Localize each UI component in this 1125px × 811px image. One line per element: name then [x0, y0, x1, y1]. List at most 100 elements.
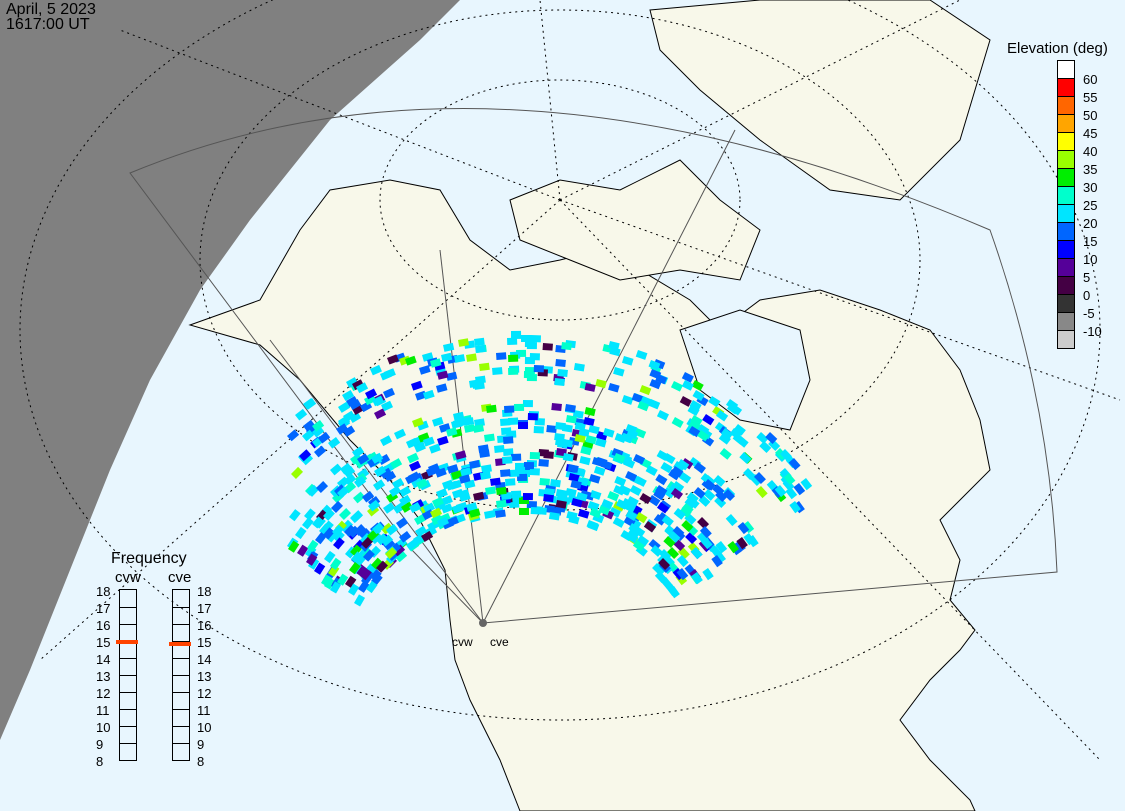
- echo-cell: [743, 467, 756, 481]
- land-greenland: [649, 0, 991, 201]
- echo-cell: [643, 521, 657, 533]
- echo-cell: [447, 516, 459, 527]
- echo-cell: [349, 399, 362, 411]
- radar-site-marker: [479, 619, 487, 627]
- echo-cell: [490, 477, 501, 486]
- echo-cell: [314, 532, 327, 545]
- echo-cell: [713, 474, 726, 487]
- echo-cell: [693, 487, 706, 499]
- echo-cell: [656, 502, 670, 514]
- echo-cell: [673, 460, 686, 473]
- echo-cell: [418, 365, 431, 375]
- colorbar-label: 15: [1083, 234, 1098, 249]
- echo-cell: [291, 466, 304, 479]
- echo-cell: [574, 434, 586, 443]
- echo-cell: [667, 547, 680, 560]
- echo-cell: [514, 403, 525, 411]
- echo-cell: [458, 338, 470, 347]
- echo-cell: [468, 508, 481, 518]
- frequency-tick-label: 13: [96, 669, 111, 684]
- echo-cell: [485, 486, 496, 495]
- echo-cell: [324, 550, 336, 564]
- echo-cell: [613, 366, 625, 377]
- frequency-tick: [120, 607, 136, 608]
- frequency-tick: [173, 692, 189, 693]
- echo-cell: [399, 486, 412, 498]
- colorbar-swatch: [1058, 187, 1074, 205]
- echo-cell: [692, 390, 705, 402]
- echo-cell: [691, 380, 704, 391]
- echo-cell: [436, 488, 448, 499]
- echo-cell: [555, 359, 566, 368]
- echo-cell: [588, 473, 601, 484]
- echo-cell: [696, 531, 709, 545]
- colorbar-label: -10: [1083, 324, 1102, 339]
- echo-cell: [442, 479, 454, 490]
- echo-cell: [321, 520, 334, 533]
- legend-title: Elevation (deg): [1007, 40, 1108, 57]
- colorbar-swatch: [1058, 61, 1074, 79]
- echo-cell: [322, 508, 335, 521]
- frequency-tick-label: 16: [197, 618, 212, 633]
- colorbar-label: 40: [1083, 144, 1098, 159]
- colorbar-swatch: [1058, 295, 1074, 313]
- echo-cell: [702, 414, 715, 426]
- frequency-tick-label: 8: [197, 754, 205, 769]
- echo-cell: [507, 417, 519, 425]
- echo-cell: [550, 479, 561, 488]
- echo-cell: [414, 514, 427, 526]
- echo-cell: [636, 535, 650, 547]
- echo-cell: [393, 544, 406, 557]
- echo-cell: [533, 364, 544, 373]
- echo-cell: [573, 363, 585, 372]
- echo-cell: [561, 342, 572, 351]
- echo-cell: [585, 435, 597, 445]
- echo-cell: [492, 367, 503, 375]
- echo-cell: [496, 499, 507, 508]
- echo-cell: [708, 396, 721, 408]
- echo-cell: [436, 435, 449, 446]
- echo-cell: [420, 530, 434, 543]
- echo-cell: [608, 383, 620, 393]
- echo-cell: [434, 467, 447, 478]
- colorbar-swatch: [1058, 79, 1074, 97]
- echo-cell: [480, 464, 492, 473]
- colorbar-label: 10: [1083, 252, 1098, 267]
- echo-cell: [729, 428, 742, 440]
- echo-cell: [348, 583, 360, 596]
- frequency-tick-label: 14: [197, 652, 212, 667]
- echo-cell: [446, 371, 458, 381]
- colorbar-label: 25: [1083, 198, 1098, 213]
- echo-cell: [441, 352, 453, 362]
- echo-cell: [473, 337, 485, 346]
- colorbar-label: 35: [1083, 162, 1098, 177]
- echo-cell: [472, 424, 485, 433]
- echo-cell: [725, 514, 738, 527]
- echo-cell: [394, 428, 407, 440]
- echo-cell: [435, 383, 448, 393]
- echo-cell: [446, 427, 458, 437]
- land-arctic-islands: [509, 159, 761, 281]
- echo-cell: [508, 354, 519, 362]
- echo-cell: [529, 467, 540, 476]
- echo-cell: [345, 575, 357, 588]
- echo-cell: [687, 497, 700, 509]
- echo-cell: [308, 557, 320, 570]
- echo-cell: [519, 497, 529, 504]
- echo-cell: [588, 424, 600, 435]
- echo-cell: [587, 501, 600, 511]
- echo-cell: [710, 546, 723, 559]
- echo-cell: [530, 335, 541, 343]
- echo-cell: [699, 525, 712, 539]
- echo-cell: [395, 550, 408, 563]
- echo-cell: [621, 433, 634, 444]
- frequency-tick-label: 17: [96, 601, 111, 616]
- echo-cell: [628, 522, 641, 535]
- echo-cell: [672, 526, 685, 538]
- echo-cell: [625, 510, 638, 522]
- map-date: April, 5 2023: [6, 1, 96, 18]
- echo-cell: [372, 395, 385, 407]
- frequency-tick-label: 16: [96, 618, 111, 633]
- echo-cell: [645, 465, 658, 476]
